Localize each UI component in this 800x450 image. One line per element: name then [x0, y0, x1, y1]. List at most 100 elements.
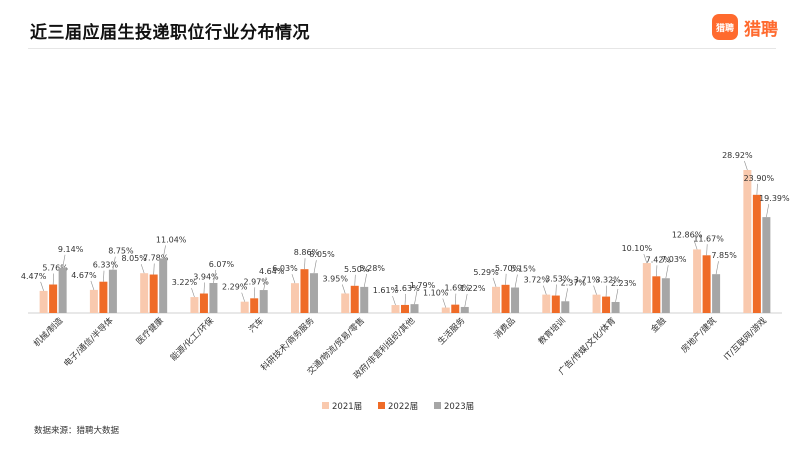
- data-label: 4.47%: [21, 272, 47, 281]
- category-label: 科研技术/商务服务: [259, 315, 317, 373]
- data-label-leader: [656, 265, 658, 277]
- data-label-leader: [706, 244, 708, 256]
- data-label-leader: [313, 260, 317, 274]
- data-label: 4.64%: [259, 267, 285, 276]
- bar-1-12: [592, 294, 601, 313]
- data-label: 3.94%: [193, 273, 219, 282]
- bar-1-10: [492, 286, 501, 313]
- data-label: 6.03%: [272, 264, 298, 273]
- bar-1-15: [743, 170, 752, 313]
- bar-2-15: [752, 194, 761, 313]
- bar-3-8: [410, 304, 419, 313]
- data-label-leader: [392, 295, 396, 306]
- bar-1-7: [341, 293, 350, 313]
- legend-label-3: 2023届: [444, 402, 474, 412]
- data-label-leader: [593, 285, 597, 295]
- data-label-leader: [103, 270, 105, 282]
- data-label-leader: [605, 285, 607, 297]
- bar-3-9: [460, 306, 469, 313]
- data-label-leader: [191, 287, 195, 298]
- category-label: 电子/通信/半导体: [62, 315, 116, 369]
- data-label-leader: [454, 293, 457, 305]
- data-label: 1.22%: [460, 284, 486, 293]
- data-label: 2.29%: [222, 283, 248, 292]
- data-label: 9.14%: [58, 245, 84, 254]
- data-label: 8.75%: [108, 247, 134, 256]
- data-label-leader: [744, 160, 748, 171]
- bar-2-13: [652, 276, 661, 313]
- data-label: 19.39%: [759, 194, 790, 203]
- data-label-leader: [253, 287, 256, 299]
- bar-3-3: [159, 258, 168, 313]
- data-label: 1.63%: [394, 284, 420, 293]
- legend-swatch-2: [378, 402, 385, 409]
- data-label-leader: [112, 256, 116, 270]
- bar-3-1: [58, 267, 67, 313]
- title-divider: [28, 48, 776, 49]
- bar-3-13: [661, 278, 670, 313]
- data-label-leader: [665, 265, 669, 279]
- bar-3-14: [712, 274, 721, 313]
- data-label-leader: [90, 280, 95, 291]
- data-label-leader: [153, 263, 155, 275]
- data-label: 8.05%: [309, 250, 335, 259]
- bar-3-2: [108, 269, 117, 313]
- data-label: 2.23%: [611, 279, 637, 288]
- data-label-leader: [213, 269, 217, 284]
- data-label: 12.86%: [672, 230, 703, 239]
- data-label: 5.15%: [510, 265, 536, 274]
- data-label: 4.67%: [71, 271, 97, 280]
- data-label-leader: [756, 183, 758, 195]
- data-label-leader: [304, 258, 306, 270]
- data-label: 28.92%: [722, 151, 753, 160]
- bar-1-11: [542, 294, 551, 313]
- bar-1-4: [190, 297, 199, 313]
- data-label-leader: [40, 281, 44, 291]
- data-label: 7.78%: [143, 254, 169, 263]
- data-label: 1.79%: [410, 281, 436, 290]
- legend-label-2: 2022届: [388, 402, 418, 412]
- category-label: 医疗健康: [134, 315, 166, 347]
- bar-1-3: [140, 273, 149, 313]
- category-label: 机械/制造: [31, 315, 65, 349]
- bar-3-7: [360, 286, 369, 313]
- data-label: 3.53%: [545, 275, 571, 284]
- legend-swatch-1: [322, 402, 329, 409]
- data-label: 3.95%: [323, 274, 349, 283]
- data-label-leader: [555, 284, 557, 296]
- brand-logo-icon: 猎聘: [712, 14, 738, 40]
- data-label: 5.76%: [42, 264, 68, 273]
- data-label: 8.05%: [121, 254, 147, 263]
- data-label: 1.61%: [373, 286, 399, 295]
- data-label: 6.07%: [209, 260, 235, 269]
- category-label: 消费品: [492, 315, 518, 341]
- data-label: 11.04%: [156, 235, 187, 244]
- bar-1-8: [391, 305, 400, 313]
- bar-2-9: [451, 304, 460, 313]
- data-label-leader: [404, 293, 406, 305]
- data-label-leader: [442, 298, 447, 308]
- bar-1-5: [240, 301, 249, 313]
- bar-1-6: [290, 283, 299, 313]
- data-label: 3.32%: [595, 276, 621, 285]
- bar-2-7: [350, 285, 359, 313]
- data-label-leader: [643, 253, 648, 264]
- bar-1-2: [89, 289, 98, 313]
- data-label-leader: [341, 284, 346, 294]
- data-label-leader: [693, 240, 698, 250]
- data-label: 23.90%: [744, 174, 775, 183]
- data-label-leader: [565, 288, 568, 302]
- category-label: 房地产/建筑: [679, 315, 719, 355]
- data-label-leader: [363, 273, 367, 287]
- data-label-leader: [62, 254, 66, 268]
- data-label: 1.10%: [423, 289, 449, 298]
- data-label-leader: [505, 273, 507, 285]
- data-label-leader: [615, 288, 619, 303]
- data-label: 2.97%: [243, 277, 269, 286]
- bar-1-13: [642, 263, 651, 313]
- data-label: 7.85%: [711, 251, 737, 260]
- bar-3-15: [762, 217, 771, 313]
- page-title: 近三届应届生投递职位行业分布情况: [30, 23, 310, 43]
- category-label: 金融: [649, 315, 669, 335]
- data-label-leader: [715, 261, 719, 275]
